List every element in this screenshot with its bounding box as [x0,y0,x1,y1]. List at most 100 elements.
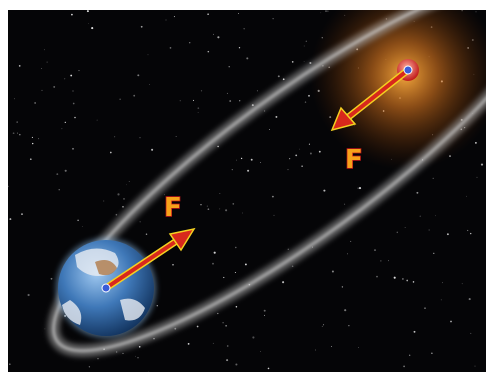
star [291,61,294,63]
star [16,132,18,134]
star [21,213,23,215]
star [226,345,229,347]
star [287,169,289,171]
star [450,320,452,323]
star [97,358,99,360]
star [269,129,270,131]
star [250,158,253,161]
star [412,281,415,283]
star [442,282,444,284]
star [291,265,294,268]
star [70,74,73,77]
star [232,203,235,205]
star [61,128,63,130]
star [213,251,216,254]
star [148,84,150,85]
star [138,345,141,348]
star [137,74,140,77]
star [264,314,265,316]
star [165,19,167,21]
star [187,343,190,345]
star [264,110,266,112]
force-arrow-sun [330,67,411,132]
star [374,249,376,251]
star [476,176,478,178]
star [419,215,421,217]
star [116,351,118,353]
scene: F F [8,10,486,372]
star [446,233,449,236]
star [8,185,9,188]
earth-land [95,260,117,276]
star [64,121,66,124]
star [260,162,261,164]
star [122,205,124,208]
star [172,263,174,266]
star [404,227,406,228]
star [303,45,305,47]
star [468,298,471,301]
star [14,98,15,100]
star [148,371,150,372]
star [263,309,266,312]
star [470,232,472,235]
star [474,365,476,367]
star [41,68,43,69]
star [179,100,181,102]
star [271,195,274,198]
star [380,260,382,262]
star [225,209,228,212]
star [347,253,348,255]
star [41,89,43,91]
star [236,159,237,161]
star [91,27,94,30]
star [331,270,334,273]
star [376,275,378,278]
star [46,61,48,63]
star [217,145,219,148]
star [235,306,238,308]
star [114,136,116,138]
star [315,349,316,351]
star [247,169,250,172]
star [234,271,236,274]
star [12,132,15,135]
star [207,13,209,15]
star [350,240,352,242]
star [88,23,89,24]
star [139,137,141,139]
star [357,187,359,189]
star [123,198,125,200]
star [289,158,291,160]
star [402,278,404,280]
star [358,346,360,348]
star [432,177,434,179]
star [226,359,229,362]
star [173,16,175,18]
star [275,115,278,118]
star [96,119,98,121]
star [137,357,139,359]
star [117,193,120,196]
star [145,233,148,235]
star [309,152,312,155]
star [72,102,75,105]
star [56,173,59,176]
star [235,363,238,366]
force-label: F [164,193,182,223]
star [243,28,245,30]
star [348,325,350,327]
star [341,286,344,288]
star [128,181,130,182]
star [466,195,467,197]
star [308,94,310,97]
star [428,229,430,231]
star [226,92,228,94]
star [219,192,221,194]
star [38,138,40,140]
star [238,12,239,14]
star [252,336,255,339]
star [64,78,66,80]
